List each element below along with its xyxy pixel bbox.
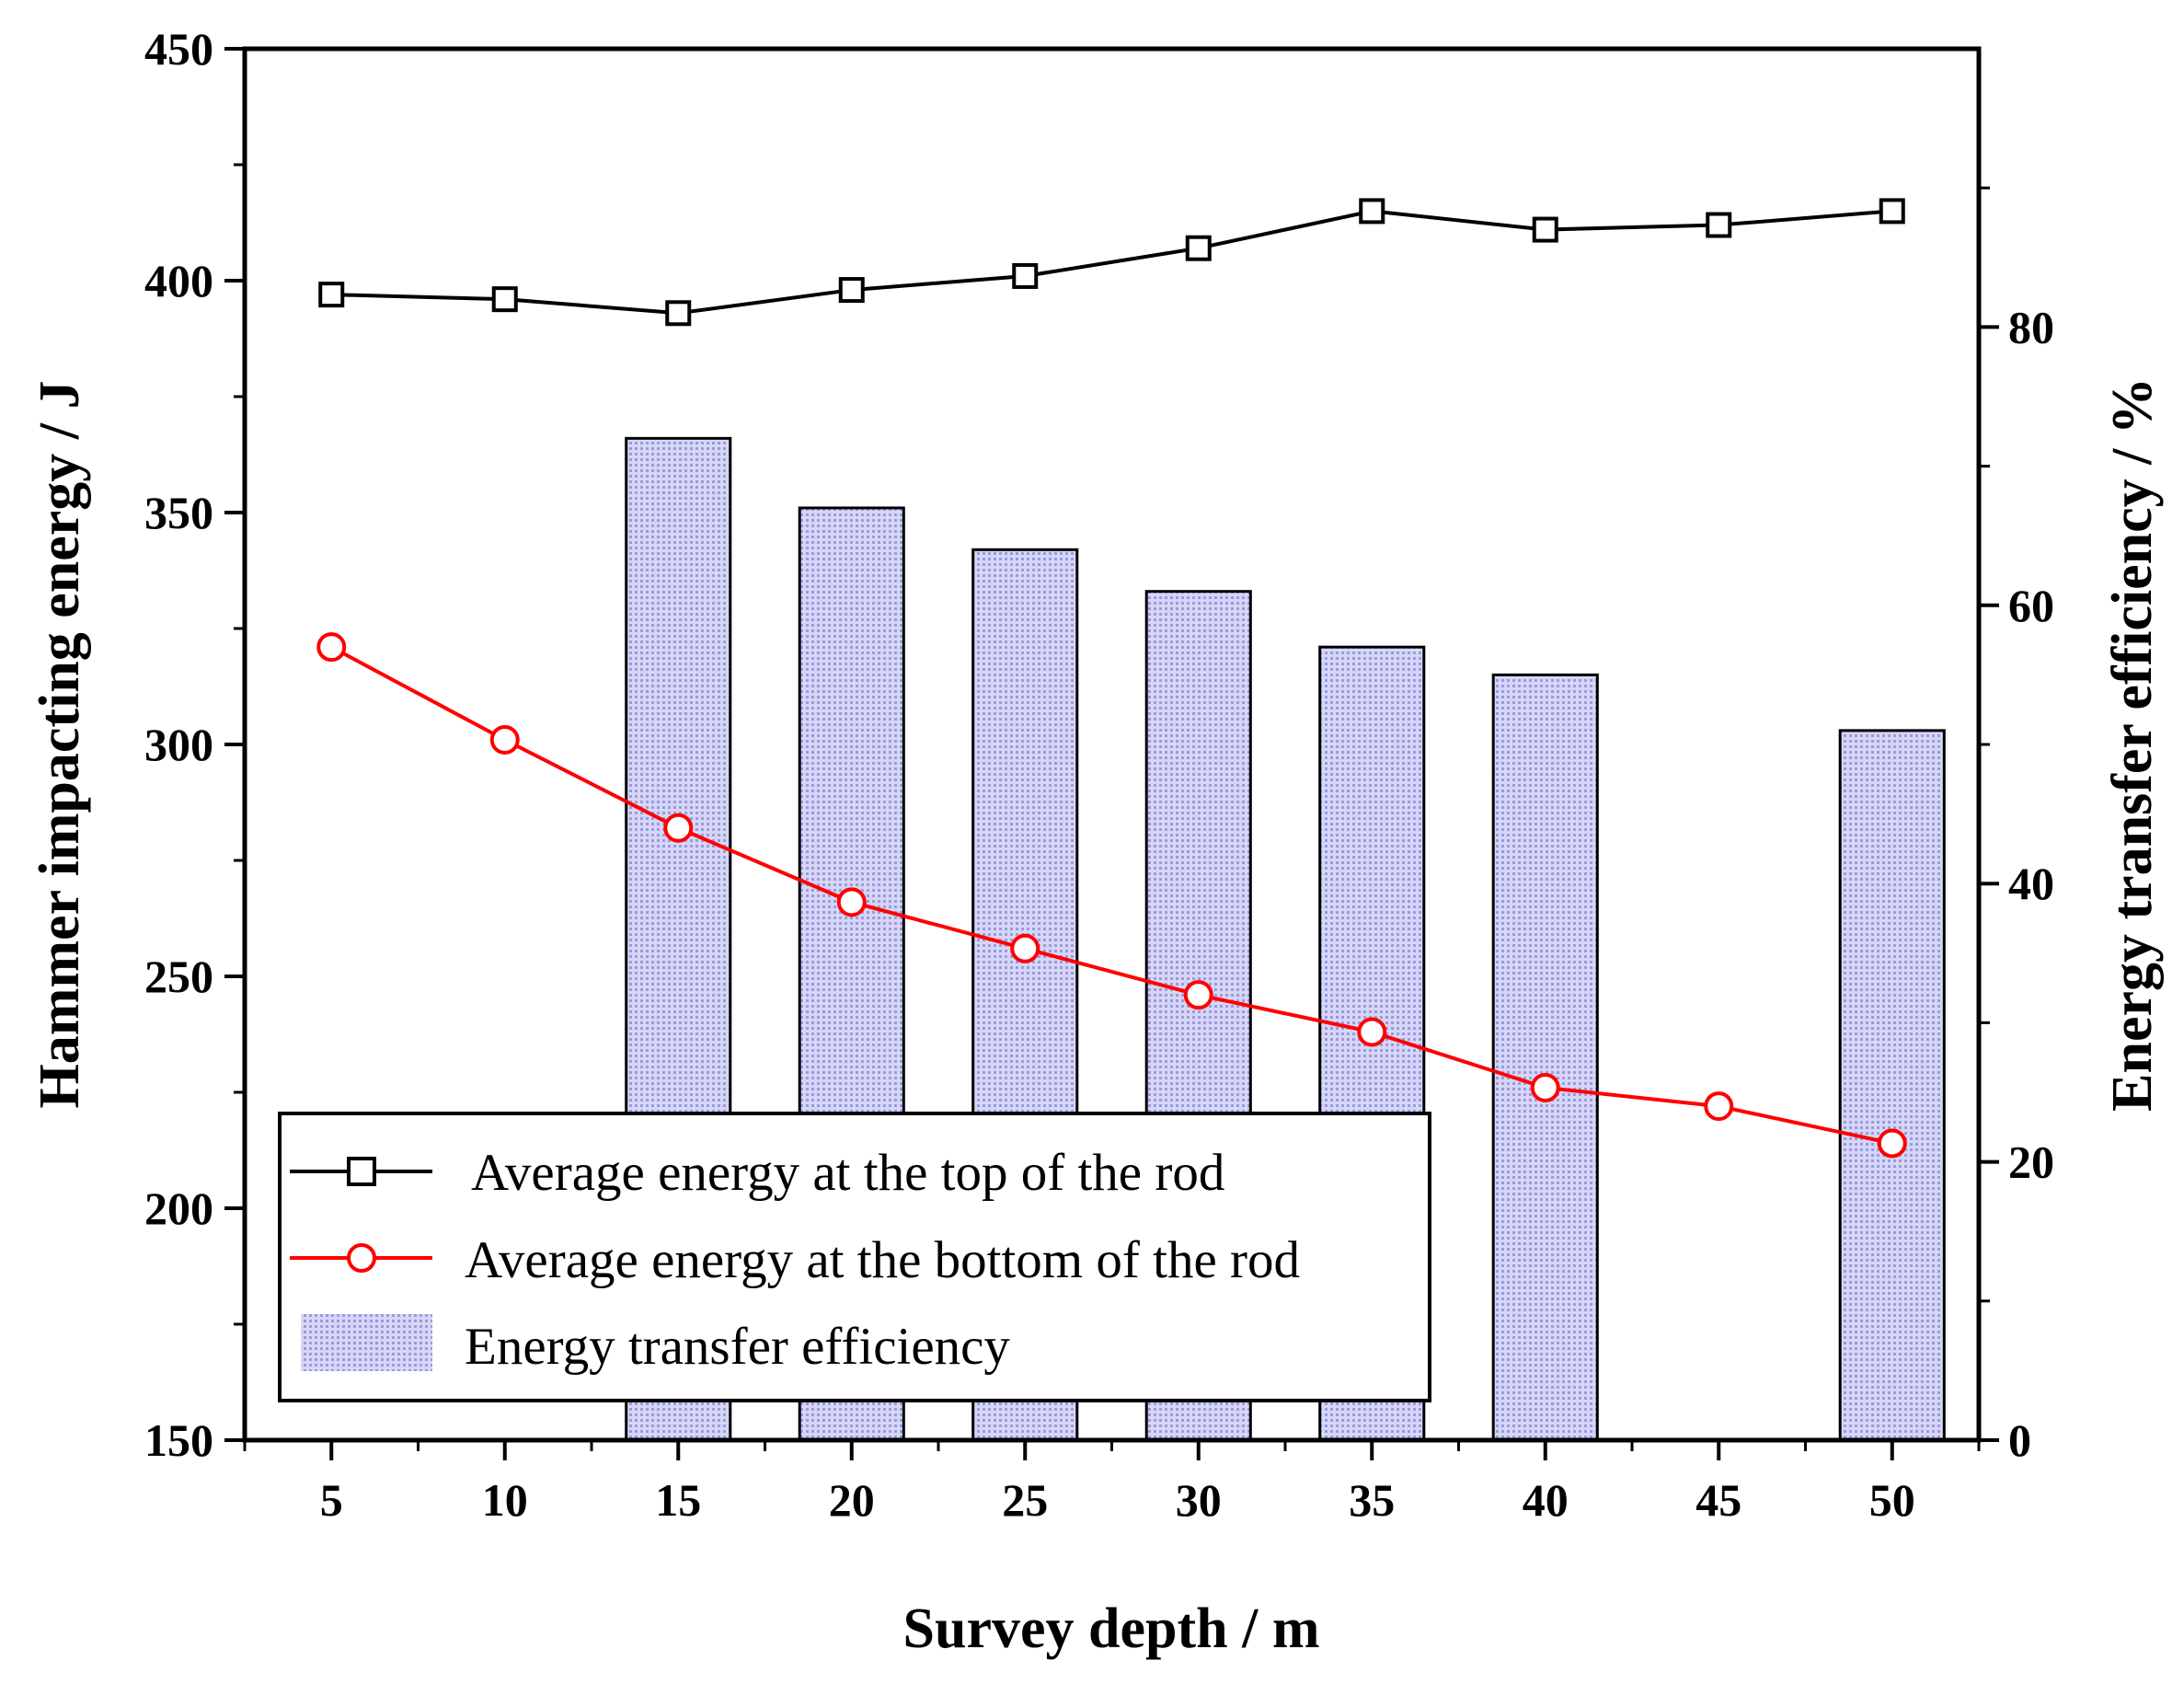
point-bottom (1704, 1091, 1734, 1122)
y-left-tick-label: 200 (144, 1182, 213, 1234)
y-right-tick-label: 40 (2008, 858, 2054, 909)
axis-ticks (224, 47, 1999, 1460)
legend-bottom-label: Average energy at the bottom of the rod (465, 1231, 1300, 1289)
point-top (665, 300, 692, 327)
x-tick-label: 10 (482, 1474, 528, 1526)
x-tick-label: 20 (829, 1474, 875, 1526)
y-right-tick-label: 20 (2008, 1136, 2054, 1188)
point-bottom (663, 813, 694, 843)
point-bottom (836, 887, 867, 917)
x-tick-label: 50 (1869, 1474, 1915, 1526)
x-tick-label: 5 (320, 1474, 343, 1526)
x-tick-label: 40 (1523, 1474, 1569, 1526)
point-top (491, 286, 518, 313)
point-bottom (1877, 1128, 1907, 1159)
point-top (318, 282, 345, 308)
y-left-axis-title: Hammer impacting energy / J (29, 381, 91, 1109)
x-tick-label: 45 (1695, 1474, 1741, 1526)
y-right-tick-label: 80 (2008, 301, 2054, 352)
point-top (1185, 235, 1212, 261)
y-left-tick-label: 300 (144, 719, 213, 770)
legend-bottom-marker (347, 1243, 376, 1273)
point-bottom (489, 724, 520, 755)
legend-box (278, 1112, 1431, 1402)
y-right-axis-title: Energy transfer efficiency / % (2101, 377, 2164, 1112)
point-bottom (1183, 980, 1213, 1010)
tick-labels: 5 10 15 20 25 30 35 40 45 50150200250300350400450… (144, 23, 2054, 1526)
y-left-tick-label: 150 (144, 1414, 213, 1466)
point-top (1359, 198, 1385, 225)
efficiency-bar (1838, 729, 1946, 1442)
y-right-tick-label: 0 (2008, 1414, 2031, 1466)
y-left-tick-label: 250 (144, 951, 213, 1002)
series-line-top (331, 209, 1892, 316)
point-bottom (1530, 1072, 1560, 1102)
x-tick-label: 35 (1349, 1474, 1395, 1526)
series-line-bottom (330, 645, 1893, 1146)
point-bottom (1357, 1017, 1387, 1047)
legend-top-label: Average energy at the top of the rod (471, 1144, 1224, 1202)
point-top (838, 277, 865, 304)
legend-efficiency-label: Energy transfer efficiency (465, 1318, 1010, 1376)
efficiency-bar (1491, 673, 1599, 1442)
point-bottom (316, 632, 347, 663)
point-top (1706, 212, 1732, 238)
point-top (1532, 216, 1558, 243)
point-top (1879, 198, 1905, 225)
x-tick-label: 15 (655, 1474, 701, 1526)
x-axis-title: Survey depth / m (903, 1597, 1320, 1660)
series-markers (316, 198, 1907, 1159)
x-tick-label: 30 (1176, 1474, 1222, 1526)
y-right-tick-label: 60 (2008, 580, 2054, 631)
point-bottom (1010, 933, 1040, 963)
point-top (1012, 262, 1039, 289)
y-left-tick-label: 350 (144, 487, 213, 538)
legend-top-marker (347, 1157, 376, 1186)
series-lines (330, 209, 1893, 1146)
y-left-tick-label: 400 (144, 255, 213, 306)
legend-efficiency-swatch (301, 1314, 432, 1371)
y-left-tick-label: 450 (144, 23, 213, 75)
legend: Average energy at the top of the rod Ave… (278, 1112, 1431, 1402)
x-tick-label: 25 (1002, 1474, 1048, 1526)
